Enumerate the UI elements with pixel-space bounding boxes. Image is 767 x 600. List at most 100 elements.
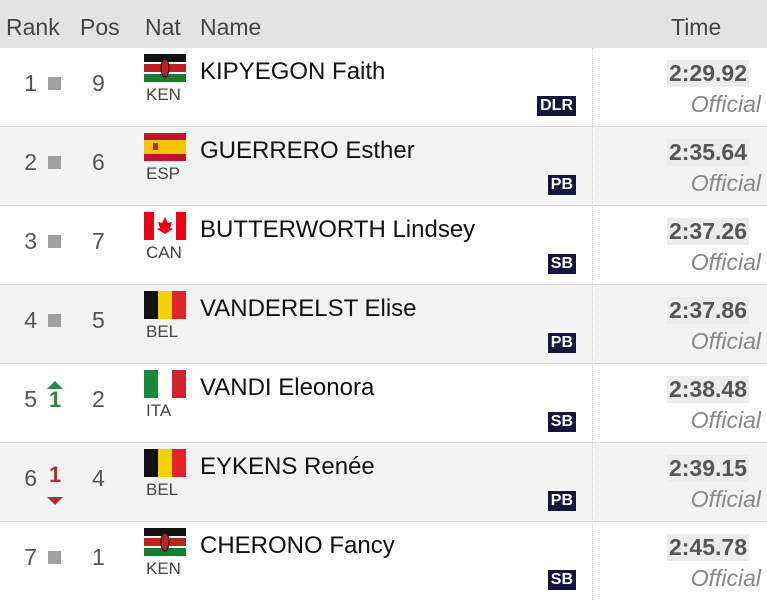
flag-part bbox=[144, 449, 158, 477]
column-divider bbox=[592, 48, 593, 600]
position: 1 bbox=[92, 544, 105, 570]
rank: 6 bbox=[24, 465, 37, 491]
result-status: Official bbox=[690, 91, 761, 117]
result-status: Official bbox=[690, 486, 761, 512]
result-time: 2:37.86 bbox=[666, 297, 749, 324]
record-badge: SB bbox=[547, 254, 576, 274]
nation-code: KEN bbox=[146, 559, 181, 578]
nation-code: KEN bbox=[146, 85, 181, 104]
flag-part bbox=[172, 370, 186, 398]
position: 6 bbox=[92, 149, 105, 175]
record-badge: PB bbox=[547, 175, 576, 195]
athlete-name: GUERRERO Esther bbox=[200, 137, 415, 164]
position: 5 bbox=[92, 307, 105, 333]
flag-part bbox=[144, 548, 186, 556]
position: 2 bbox=[92, 386, 105, 412]
position: 7 bbox=[92, 228, 105, 254]
header-cell: Time bbox=[671, 14, 722, 40]
rank-unchanged-marker bbox=[48, 156, 61, 169]
rank: 7 bbox=[24, 544, 37, 570]
result-row: 2 6 ESP GUERRERO Esther PB 2:35.64 Official bbox=[0, 127, 767, 206]
result-row: 3 7 CAN BUTTERWORTH Lindsey SB 2:37.26 Officia… bbox=[0, 206, 767, 285]
result-status: Official bbox=[690, 328, 761, 354]
rank: 3 bbox=[24, 228, 37, 254]
flag-part bbox=[157, 217, 173, 234]
result-status: Official bbox=[690, 170, 761, 196]
flag-part bbox=[158, 370, 172, 398]
header-cell: Pos bbox=[80, 14, 120, 40]
header-cell: Nat bbox=[145, 14, 181, 40]
header-cell: Rank bbox=[6, 14, 60, 40]
flag bbox=[144, 54, 186, 82]
result-status: Official bbox=[690, 407, 761, 433]
record-badge: DLR bbox=[537, 96, 576, 116]
header-cell: Name bbox=[200, 14, 262, 40]
result-status: Official bbox=[690, 249, 761, 275]
result-row: 1 9 KEN KIPYEGON Faith DLR 2:29.92 Official bbox=[0, 48, 767, 127]
flag bbox=[144, 133, 186, 161]
position: 4 bbox=[92, 465, 105, 491]
result-time: 2:45.78 bbox=[666, 534, 749, 561]
flag-part bbox=[158, 291, 172, 319]
flag-part bbox=[172, 449, 186, 477]
flag bbox=[144, 212, 186, 240]
nation-code: CAN bbox=[146, 243, 182, 262]
result-status: Official bbox=[690, 565, 761, 591]
rank-unchanged-marker bbox=[48, 551, 61, 564]
rank-unchanged-marker bbox=[48, 77, 61, 90]
flag-part bbox=[144, 140, 186, 154]
result-time: 2:39.15 bbox=[666, 455, 749, 482]
record-badge: SB bbox=[547, 570, 576, 590]
rank-unchanged-marker bbox=[48, 314, 61, 327]
athlete-name: VANDI Eleonora bbox=[200, 374, 375, 401]
result-time: 2:29.92 bbox=[666, 60, 749, 87]
flag-part bbox=[144, 370, 158, 398]
nation-code: ITA bbox=[146, 401, 172, 420]
flag-part bbox=[153, 143, 158, 150]
athlete-name: CHERONO Fancy bbox=[200, 532, 395, 559]
result-row: 4 5 BEL VANDERELST Elise PB 2:37.86 Official bbox=[0, 285, 767, 364]
flag bbox=[144, 291, 186, 319]
position: 9 bbox=[92, 70, 105, 96]
record-badge: PB bbox=[547, 333, 576, 353]
result-time: 2:38.48 bbox=[666, 376, 749, 403]
rank-change-arrow bbox=[47, 381, 63, 389]
athlete-name: EYKENS Renée bbox=[200, 453, 375, 480]
flag-part bbox=[172, 291, 186, 319]
flag bbox=[144, 528, 186, 556]
rank-change: 1 bbox=[49, 462, 62, 487]
result-row: 5 1 2 ITA VANDI Eleonora SB 2:38.48 Official bbox=[0, 364, 767, 443]
record-badge: SB bbox=[547, 412, 576, 432]
flag-part bbox=[160, 532, 170, 552]
flag-part bbox=[144, 291, 158, 319]
result-time: 2:37.26 bbox=[666, 218, 749, 245]
rank-change: 1 bbox=[49, 387, 62, 412]
flag-part bbox=[144, 212, 154, 240]
athlete-name: KIPYEGON Faith bbox=[200, 58, 386, 85]
rank-unchanged-marker bbox=[48, 235, 61, 248]
result-time: 2:35.64 bbox=[666, 139, 749, 166]
nation-code: ESP bbox=[146, 164, 181, 183]
rank: 1 bbox=[24, 70, 37, 96]
flag-part bbox=[144, 74, 186, 82]
rank: 4 bbox=[24, 307, 37, 333]
flag bbox=[144, 370, 186, 398]
flag-part bbox=[160, 58, 170, 78]
athlete-name: BUTTERWORTH Lindsey bbox=[200, 216, 476, 243]
flag-part bbox=[158, 449, 172, 477]
flag-part bbox=[144, 54, 186, 62]
flag bbox=[144, 449, 186, 477]
nation-code: BEL bbox=[146, 322, 179, 341]
nation-code: BEL bbox=[146, 480, 179, 499]
result-row: 7 1 KEN CHERONO Fancy SB 2:45.78 Official bbox=[0, 522, 767, 600]
athlete-name: VANDERELST Elise bbox=[200, 295, 417, 322]
header-bar bbox=[0, 0, 767, 48]
result-row: 6 1 4 BEL EYKENS Renée PB 2:39.15 Official bbox=[0, 443, 767, 522]
flag-part bbox=[144, 528, 186, 536]
flag-part bbox=[176, 212, 186, 240]
rank: 2 bbox=[24, 149, 37, 175]
record-badge: PB bbox=[547, 491, 576, 511]
rank: 5 bbox=[24, 386, 37, 412]
rank-change-arrow bbox=[47, 497, 63, 505]
